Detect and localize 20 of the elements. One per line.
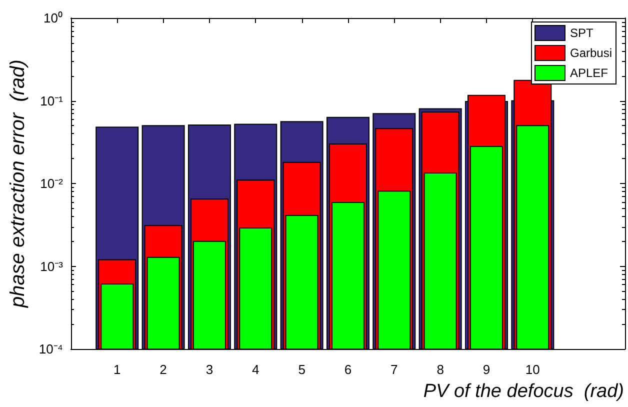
y-axis-title: phase extraction error (rad): [7, 60, 29, 308]
x-tick-label: 9: [482, 362, 490, 377]
x-tick-label: 2: [160, 362, 167, 377]
legend-label: APLEF: [570, 66, 608, 80]
y-tick-label: 10⁻¹: [40, 93, 64, 108]
legend-label: Garbusi: [570, 46, 612, 60]
x-tick-label: 3: [206, 362, 214, 377]
y-tick-label: 10⁻³: [40, 258, 64, 274]
y-tick-label: 10⁻²: [40, 176, 64, 191]
x-tick-label: 7: [390, 362, 398, 377]
y-tick-label: 10⁰: [43, 10, 63, 26]
x-axis-title: PV of the defocus (rad): [423, 381, 624, 402]
x-tick-label: 6: [344, 362, 352, 377]
x-tick-label: 5: [298, 362, 306, 377]
x-tick-label: 10: [525, 362, 540, 377]
x-tick-label: 1: [114, 362, 121, 377]
y-tick-label: 10⁻⁴: [38, 342, 63, 356]
legend-label: SPT: [570, 26, 594, 40]
x-tick-label: 4: [252, 362, 260, 377]
x-tick-label: 8: [436, 362, 444, 377]
